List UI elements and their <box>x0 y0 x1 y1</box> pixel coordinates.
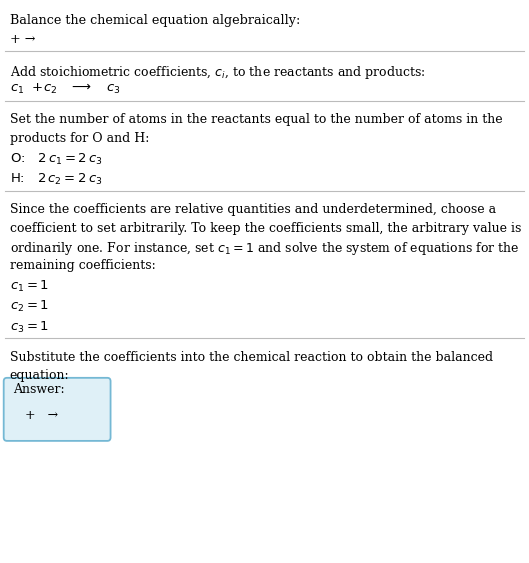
Text: O:   $2\,c_1 = 2\,c_3$: O: $2\,c_1 = 2\,c_3$ <box>10 152 103 167</box>
Text: Add stoichiometric coefficients, $c_i$, to the reactants and products:: Add stoichiometric coefficients, $c_i$, … <box>10 64 425 81</box>
Text: $c_3 = 1$: $c_3 = 1$ <box>10 320 49 335</box>
Text: H:   $2\,c_2 = 2\,c_3$: H: $2\,c_2 = 2\,c_3$ <box>10 172 102 187</box>
Text: Since the coefficients are relative quantities and underdetermined, choose a: Since the coefficients are relative quan… <box>10 203 496 216</box>
Text: remaining coefficients:: remaining coefficients: <box>10 259 156 272</box>
Text: +   →: + → <box>25 409 59 422</box>
Text: products for O and H:: products for O and H: <box>10 132 149 145</box>
Text: $c_1 = 1$: $c_1 = 1$ <box>10 279 49 294</box>
Text: Balance the chemical equation algebraically:: Balance the chemical equation algebraica… <box>10 14 300 27</box>
Text: $c_2 = 1$: $c_2 = 1$ <box>10 300 49 315</box>
Text: $c_1$  $+c_2$   $\longrightarrow$   $c_3$: $c_1$ $+c_2$ $\longrightarrow$ $c_3$ <box>10 82 120 96</box>
FancyBboxPatch shape <box>4 378 111 441</box>
Text: + →: + → <box>10 33 35 46</box>
Text: coefficient to set arbitrarily. To keep the coefficients small, the arbitrary va: coefficient to set arbitrarily. To keep … <box>10 222 521 235</box>
Text: ordinarily one. For instance, set $c_1 = 1$ and solve the system of equations fo: ordinarily one. For instance, set $c_1 =… <box>10 240 519 257</box>
Text: Answer:: Answer: <box>13 383 65 396</box>
Text: Set the number of atoms in the reactants equal to the number of atoms in the: Set the number of atoms in the reactants… <box>10 113 502 126</box>
Text: equation:: equation: <box>10 369 69 382</box>
Text: Substitute the coefficients into the chemical reaction to obtain the balanced: Substitute the coefficients into the che… <box>10 351 492 364</box>
